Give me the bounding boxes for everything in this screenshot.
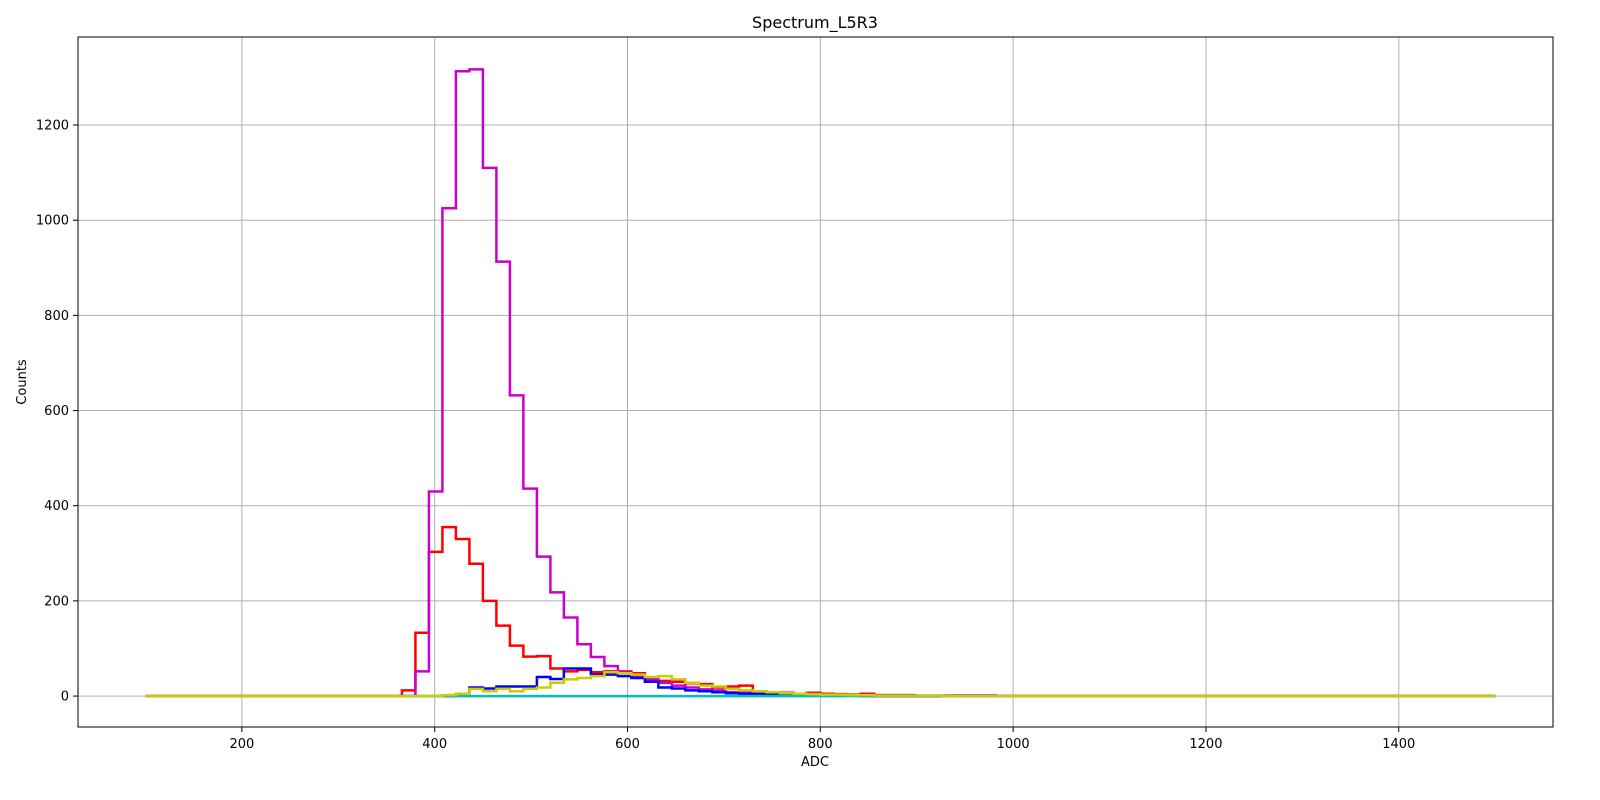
y-tick-label: 400	[44, 499, 69, 514]
series-line-5	[145, 671, 1496, 698]
plot-frame	[77, 36, 1554, 728]
y-tick-label: 1200	[36, 119, 69, 134]
x-tick-label: 800	[808, 737, 833, 752]
y-tick-label: 0	[61, 690, 69, 705]
y-tick-label: 200	[44, 594, 69, 609]
y-tick-label: 600	[44, 404, 69, 419]
y-axis-label: Counts	[15, 359, 30, 405]
x-tick-label: 1000	[997, 737, 1030, 752]
x-tick-label: 1400	[1382, 737, 1415, 752]
chart-title: Spectrum_L5R3	[752, 13, 878, 33]
x-tick-label: 200	[229, 737, 254, 752]
series-layer	[145, 68, 1496, 698]
y-axis: 0 200 400 600 800 1000 1200	[36, 119, 78, 705]
grid	[78, 37, 1553, 727]
x-tick-label: 600	[615, 737, 640, 752]
x-axis: 200 400 600 800 1000 1200 1400	[229, 727, 1415, 752]
x-axis-label: ADC	[801, 755, 829, 770]
x-tick-label: 1200	[1189, 737, 1222, 752]
y-tick-label: 800	[44, 309, 69, 324]
y-tick-label: 1000	[36, 214, 69, 229]
x-tick-label: 400	[422, 737, 447, 752]
